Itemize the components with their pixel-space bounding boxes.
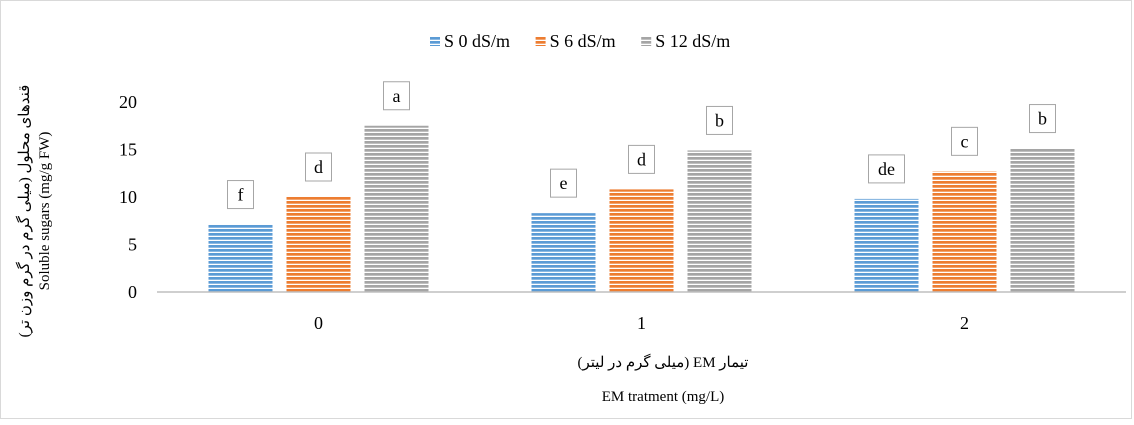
y-axis-title-fa: قندهای محلول (میلی گرم در گرم وزن تر) [15,85,33,338]
data-label-box [951,126,978,156]
data-label: e [560,173,568,193]
data-label: c [961,131,969,151]
data-label: d [637,149,646,169]
data-label: f [238,185,244,205]
bar [609,189,674,292]
data-label-box [868,154,905,184]
y-tick-label: 0 [128,282,137,302]
legend-swatch [641,36,652,46]
y-tick-label: 15 [119,140,137,160]
legend-swatch [430,36,440,46]
bar [531,213,596,292]
legend-label: S 12 dS/m [655,31,730,51]
data-label-box [1029,104,1056,134]
x-axis-title-fa: تیمار EM (میلی گرم در لیتر) [578,353,749,371]
data-label: de [878,159,895,179]
data-label: b [715,110,724,130]
bar [364,125,429,292]
data-label: b [1038,109,1047,129]
legend: S 0 dS/m S 6 dS/m S 12 dS/m [430,31,730,51]
y-tick-label: 5 [128,235,137,255]
bar [932,171,997,292]
y-axis-title-en: Soluble sugars (mg/g FW) [37,132,53,291]
legend-label: S 6 dS/m [550,31,616,51]
data-label-box [628,144,655,174]
x-tick-label: 1 [637,313,646,333]
data-label-box [305,152,332,182]
data-label-box [706,105,733,135]
data-label-box [227,180,254,210]
x-axis-ticks: 0 1 2 [314,313,969,333]
legend-swatch [535,36,546,46]
data-label-box [383,81,410,111]
bar [208,224,273,292]
bar [854,198,919,292]
x-tick-label: 0 [314,313,323,333]
data-label-box [550,168,577,198]
data-label: a [393,86,401,106]
bar [1010,148,1075,292]
bar [286,197,351,292]
y-tick-label: 20 [119,92,137,112]
y-axis-ticks: 0 5 10 15 20 [119,92,137,302]
data-label: d [314,157,323,177]
bar [687,150,752,292]
legend-label: S 0 dS/m [444,31,510,51]
bars: f d a e d b de c b [208,81,1075,292]
x-tick-label: 2 [960,313,969,333]
x-axis-title-en: EM tratment (mg/L) [602,389,724,405]
y-tick-label: 10 [119,187,137,207]
